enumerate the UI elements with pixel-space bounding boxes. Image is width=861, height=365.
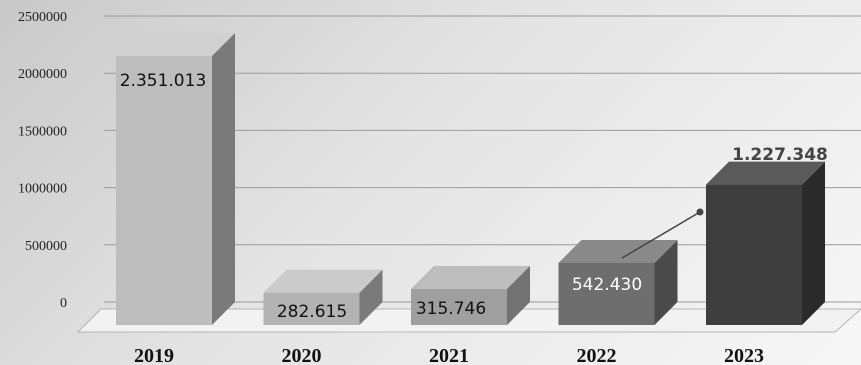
label-leader-line: [621, 211, 701, 259]
bar-side: [802, 161, 825, 325]
y-tick-label: 2500000: [18, 10, 67, 25]
data-label: 282.615: [277, 302, 347, 322]
bar-front: [558, 262, 655, 325]
x-category-label: 2019: [134, 345, 174, 365]
y-tick-label: 1500000: [18, 124, 67, 139]
y-tick-label: 2000000: [18, 67, 67, 82]
bar-top: [706, 161, 825, 185]
bar: [706, 161, 825, 325]
bar-side: [507, 265, 530, 325]
bar-top: [116, 33, 235, 57]
bar-front: [411, 288, 507, 325]
bars: [116, 33, 825, 325]
bar: [558, 239, 678, 325]
bar: [116, 33, 235, 325]
bar-side: [359, 269, 383, 325]
bar-top: [263, 269, 383, 293]
bar-top: [411, 265, 530, 289]
bar-side: [654, 239, 678, 325]
x-category-label: 2021: [429, 345, 469, 365]
bar-front: [706, 184, 802, 325]
y-tick-label: 500000: [25, 239, 67, 254]
data-labels: 2.351.013 282.615 315.746 542.430 1.227.348: [120, 71, 828, 322]
y-axis-ticks: 0 500000 1000000 1500000 2000000 2500000: [18, 10, 67, 311]
label-leader-dot: [696, 208, 704, 216]
x-category-label: 2020: [282, 345, 322, 365]
y-tick-label: 1000000: [18, 182, 67, 197]
y-tick-label: 0: [60, 296, 67, 311]
bar-top: [558, 239, 678, 263]
data-label: 315.746: [416, 299, 486, 319]
data-label: 2.351.013: [120, 71, 207, 91]
bar: [263, 269, 383, 325]
data-label: 1.227.348: [732, 145, 828, 165]
bar-side: [212, 33, 235, 325]
bar-front: [116, 56, 212, 325]
x-category-label: 2023: [724, 345, 764, 365]
bar-front: [263, 292, 360, 325]
bar: [411, 265, 530, 325]
x-axis-labels: 2019 2020 2021 2022 2023: [134, 345, 764, 365]
x-category-label: 2022: [577, 345, 617, 365]
data-label: 542.430: [572, 275, 642, 295]
